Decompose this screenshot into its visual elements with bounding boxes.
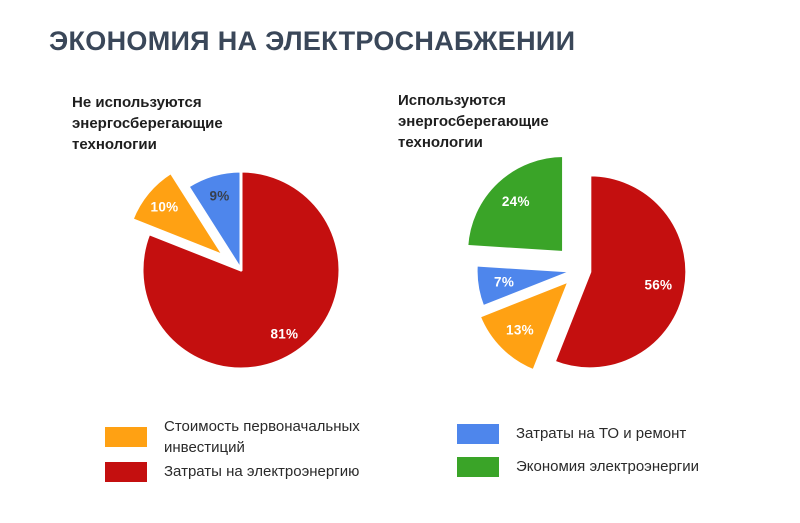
pie-slice-right-1: [477, 279, 571, 373]
legend-item: Стоимость первоначальных инвестиций: [105, 416, 395, 458]
legend-label: Экономия электроэнергии: [516, 458, 700, 475]
legend-left: Стоимость первоначальных инвестиций Затра…: [105, 416, 395, 485]
legend-swatch: [457, 423, 499, 444]
legend-item: Затраты на ТО и ремонт: [457, 423, 747, 444]
pie-slice-label-right-3: 24%: [502, 194, 530, 209]
legend-label: Затраты на электроэнергию: [164, 463, 360, 480]
legend-label: Стоимость первоначальных инвестиций: [164, 418, 360, 456]
pie-slice-label-right-2: 7%: [494, 275, 514, 290]
legend-swatch: [105, 427, 147, 447]
pie-slice-left-2: [186, 169, 243, 272]
pie-slice-label-right-0: 56%: [644, 278, 672, 293]
pie-slice-label-left-0: 81%: [270, 326, 298, 341]
pie-slice-label-right-1: 13%: [506, 323, 534, 338]
pie-slice-left-1: [130, 170, 226, 258]
pie-slice-label-left-1: 10%: [151, 199, 179, 214]
legend-item: Затраты на электроэнергию: [105, 461, 395, 482]
page-title: ЭКОНОМИЯ НА ЭЛЕКТРОСНАБЖЕНИИ: [49, 26, 576, 56]
legend-right: Затраты на ТО и ремонт Экономия электроэн…: [457, 423, 747, 489]
chart-title-with-tech: Используются энергосберегающие технологи…: [398, 92, 549, 151]
pie-chart-with-tech: 56% 13% 7% 24%: [465, 154, 689, 373]
pie-slice-label-left-2: 9%: [209, 188, 229, 203]
legend-item: Экономия электроэнергии: [457, 456, 747, 477]
chart-title-no-tech: Не используются энергосберегающие технол…: [72, 94, 223, 153]
legend-swatch: [457, 456, 499, 477]
pie-chart-no-tech: 81% 10% 9%: [130, 169, 342, 371]
legend-swatch: [105, 461, 147, 482]
pie-slice-right-0: [552, 173, 689, 371]
pie-slice-right-2: [474, 263, 575, 309]
pie-slice-right-3: [465, 154, 566, 254]
legend-label: Затраты на ТО и ремонт: [516, 425, 687, 442]
